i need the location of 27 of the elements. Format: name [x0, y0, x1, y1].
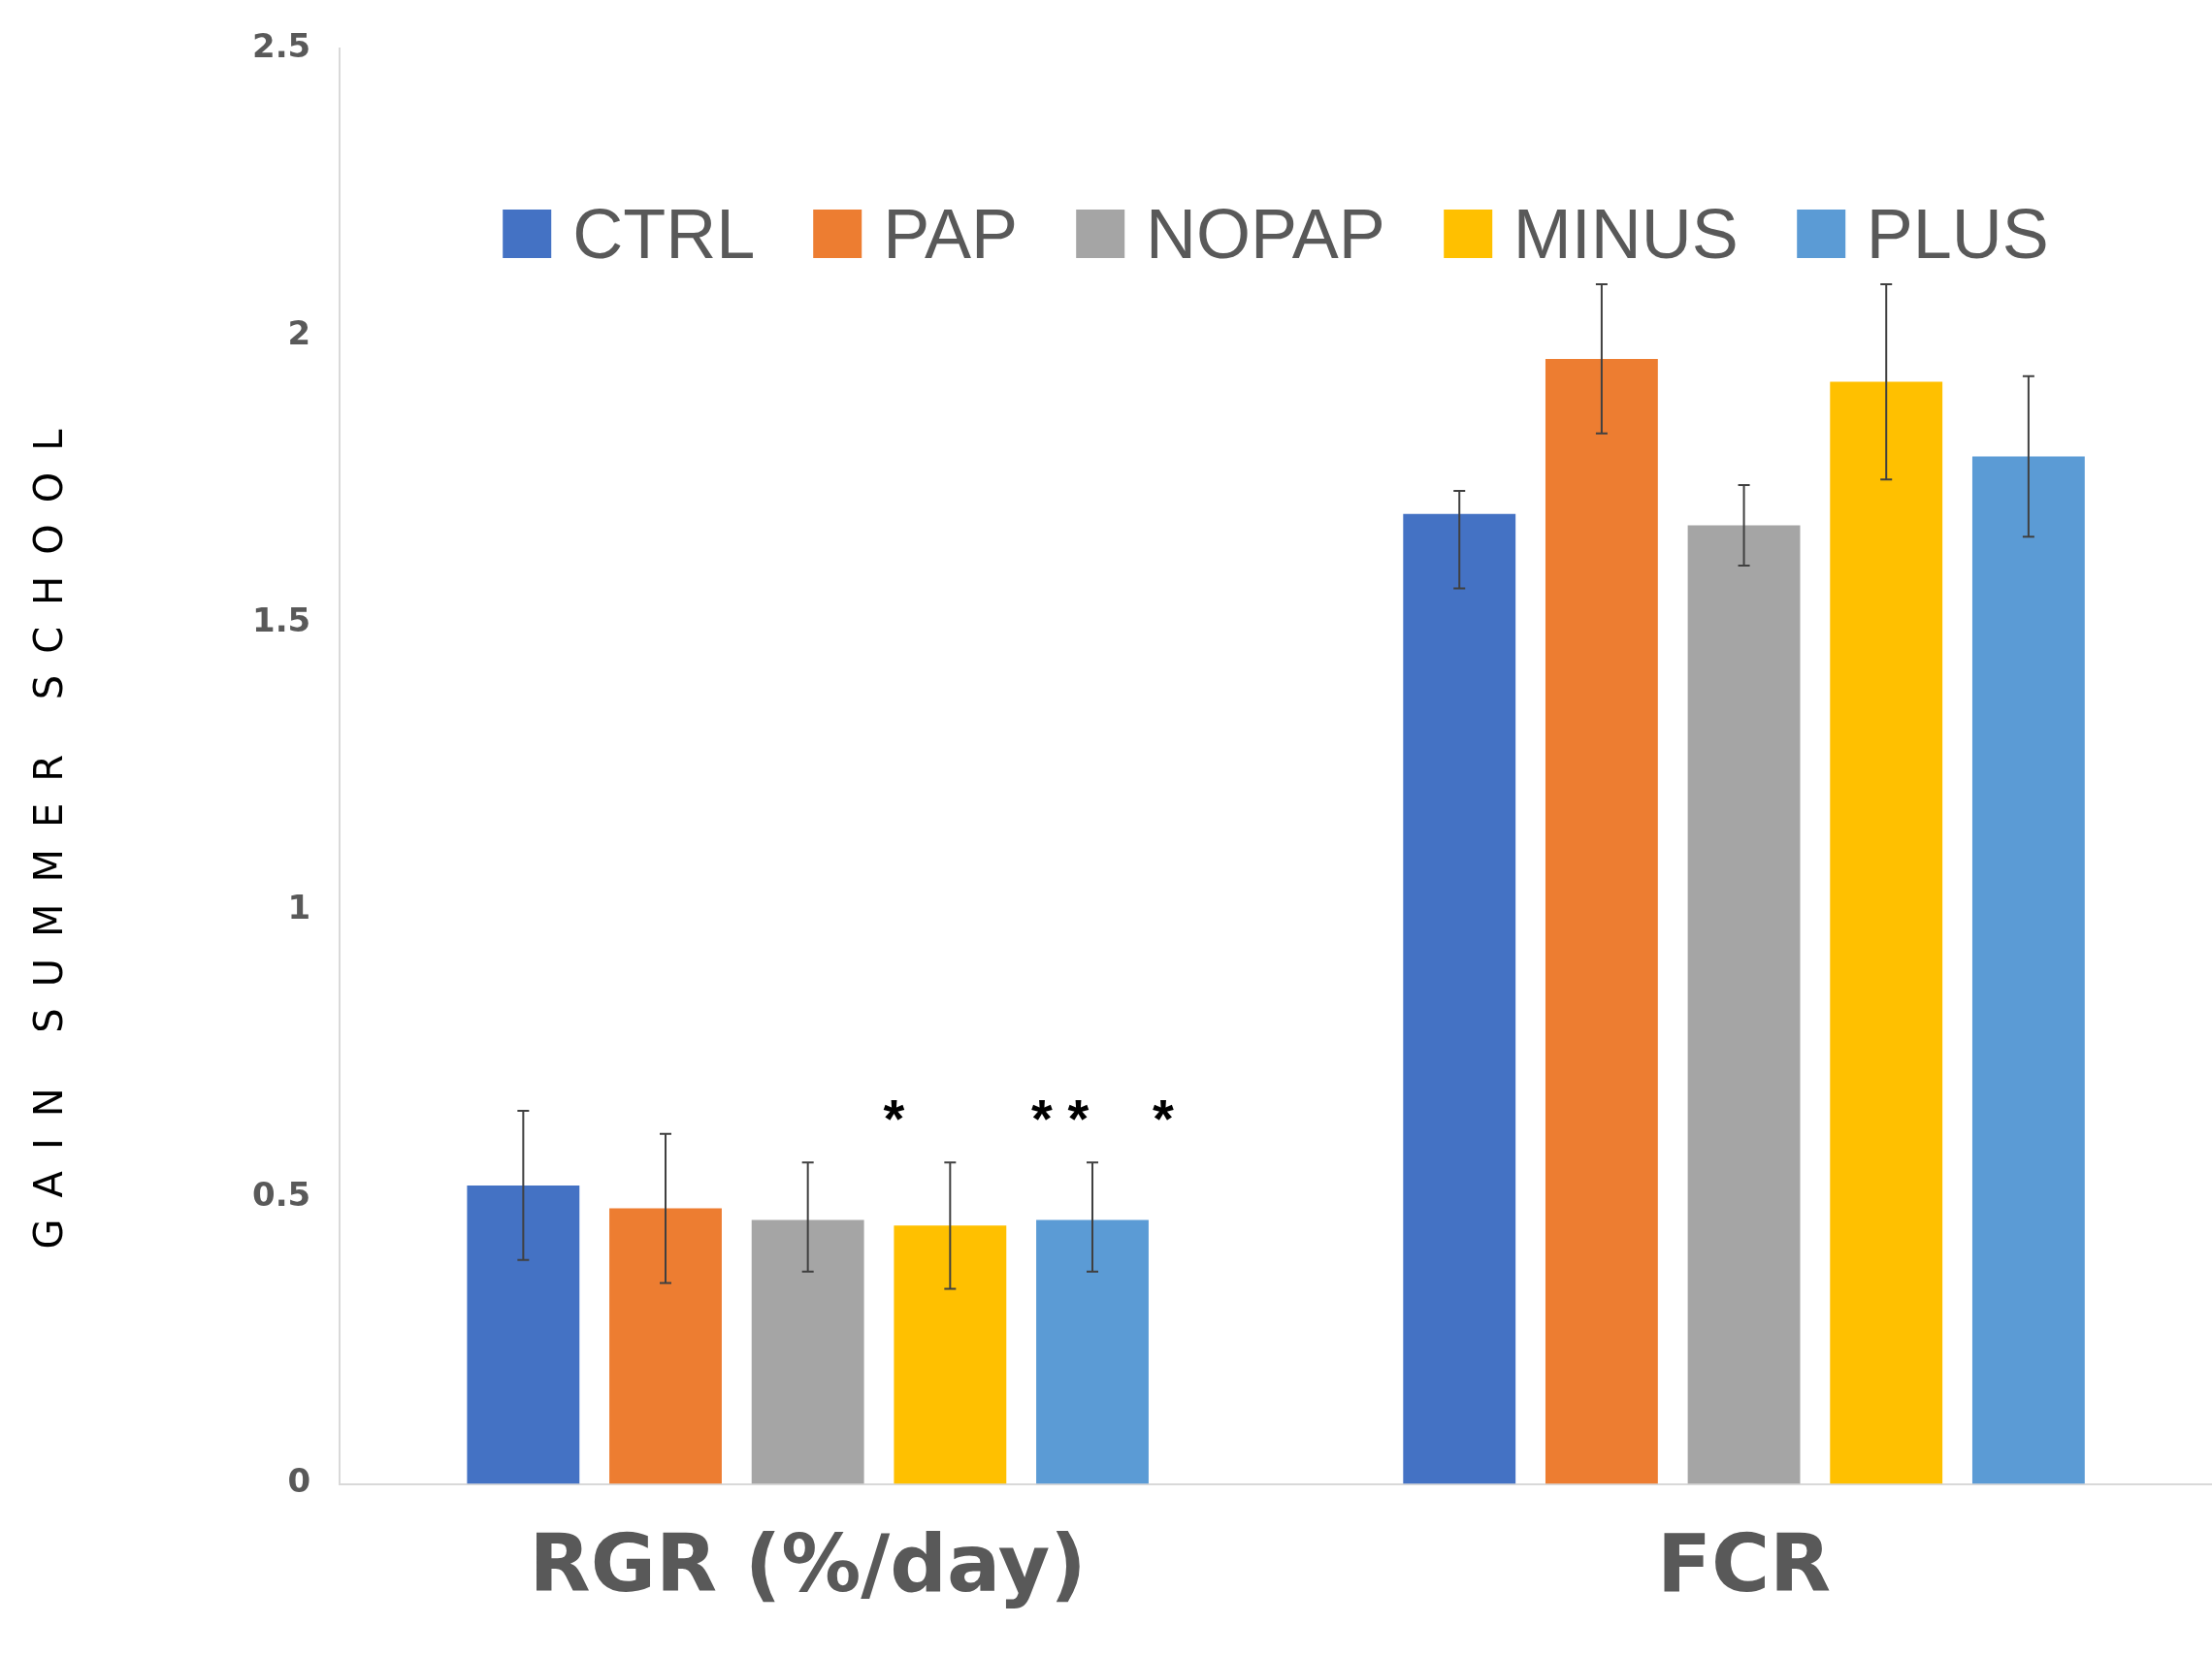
- bar: [1036, 1219, 1149, 1484]
- bar: [609, 1208, 722, 1484]
- x-tick-label: RGR (%/day): [529, 1517, 1087, 1610]
- bar: [1403, 513, 1516, 1484]
- legend-label: PLUS: [1866, 194, 2049, 275]
- y-tick-label: 2.5: [252, 26, 311, 66]
- bar: [1971, 456, 2085, 1484]
- y-tick-label: 0: [287, 1461, 311, 1501]
- bar: [751, 1219, 864, 1484]
- legend-label: CTRL: [572, 194, 756, 275]
- legend-label: MINUS: [1513, 194, 1739, 275]
- annotation: *: [883, 1086, 905, 1150]
- annotation: * *: [1031, 1086, 1090, 1150]
- bar: [1545, 358, 1658, 1484]
- x-tick-label: FCR: [1656, 1517, 1832, 1610]
- bar: [1687, 525, 1801, 1484]
- annotation: *: [1153, 1086, 1174, 1150]
- y-tick-label: 0.5: [252, 1174, 311, 1214]
- bar: [894, 1225, 1007, 1484]
- bar: [1830, 381, 1943, 1484]
- legend-label: PAP: [883, 194, 1019, 275]
- y-tick-label: 2: [287, 313, 311, 353]
- y-tick-label: 1.5: [252, 600, 311, 639]
- legend-label: NOPAP: [1146, 194, 1385, 275]
- y-axis-title: GAIN SUMMER SCHOOL: [26, 407, 71, 1250]
- bar: [467, 1185, 580, 1484]
- y-tick-label: 1: [287, 887, 311, 926]
